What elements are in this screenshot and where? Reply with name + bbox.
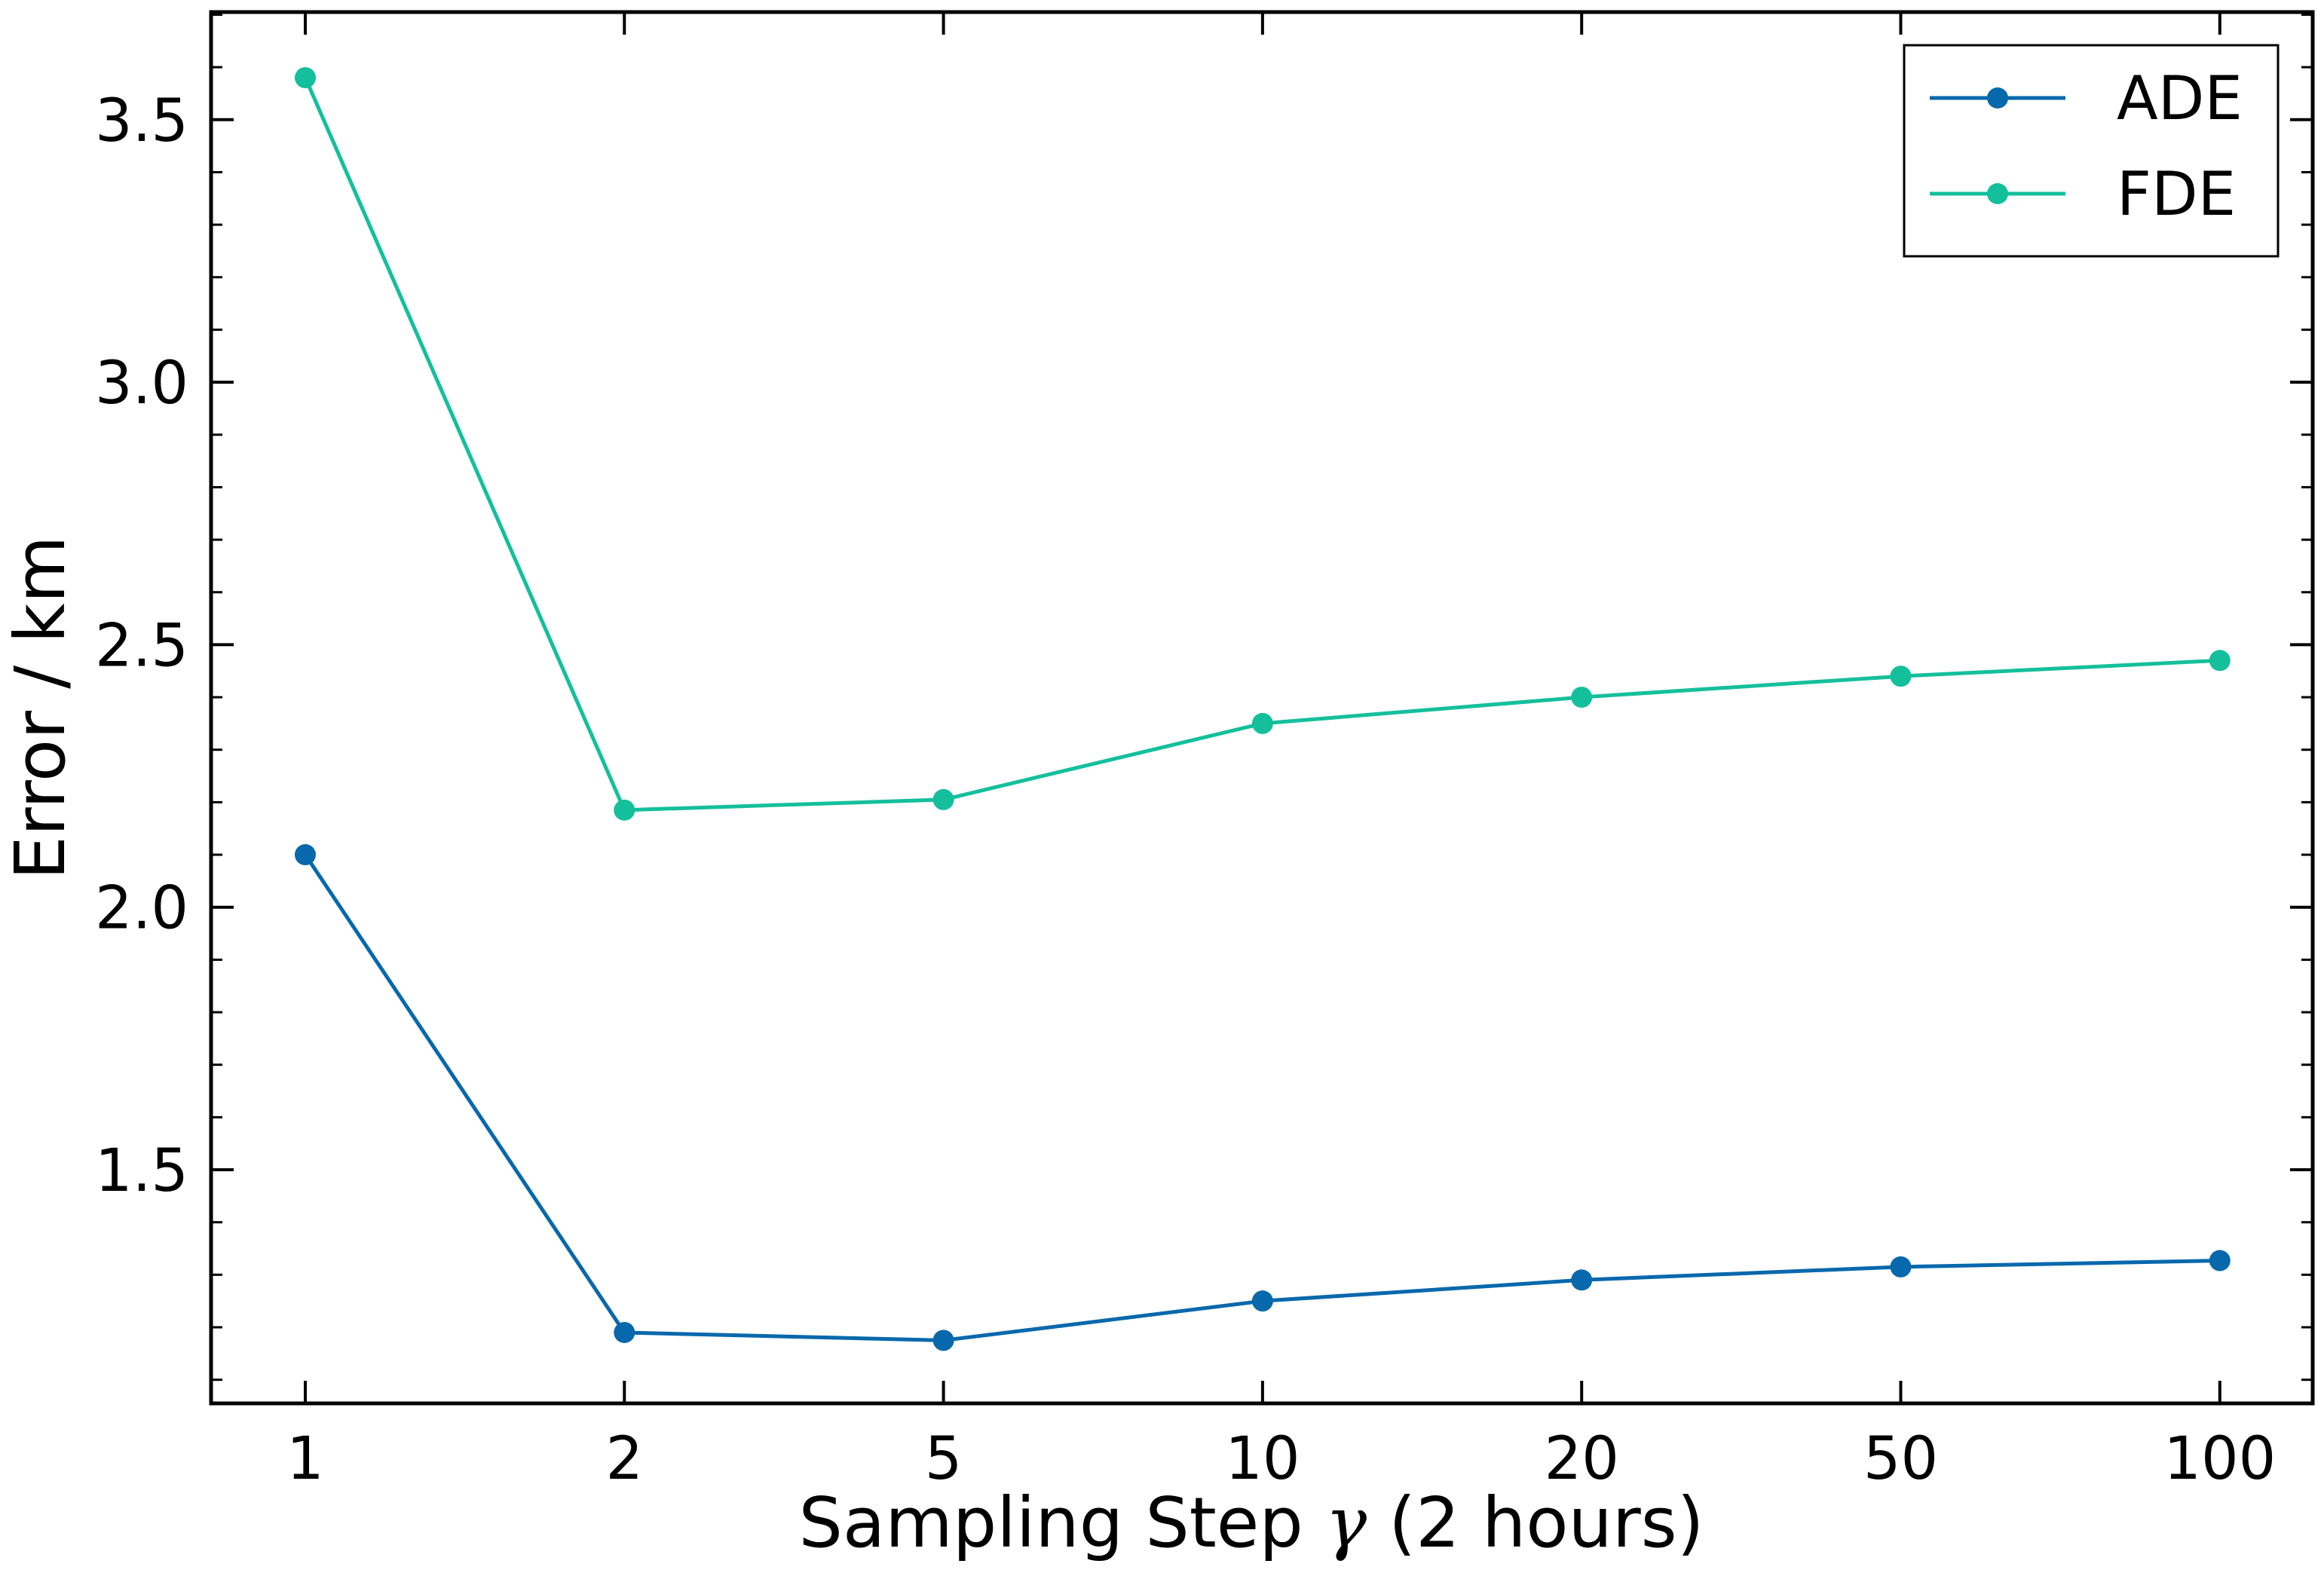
legend-marker-fde (1987, 183, 2008, 204)
y-axis-label: Error / km (0, 536, 81, 880)
legend-marker-ade (1987, 87, 2008, 109)
data-point-fde (295, 67, 316, 89)
data-point-ade (1251, 1290, 1273, 1312)
x-tick-label: 10 (1225, 1425, 1300, 1493)
legend-label-ade: ADE (2117, 63, 2243, 133)
x-axis-label: Sampling Step γ (2 hours) (798, 1483, 1704, 1563)
data-point-fde (1890, 666, 1912, 687)
plot-frame (209, 10, 2315, 1406)
data-point-fde (1251, 712, 1273, 734)
data-point-ade (1890, 1256, 1912, 1278)
data-point-ade (932, 1330, 954, 1351)
y-tick-label: 2.0 (95, 875, 188, 943)
legend-box (1903, 44, 2280, 258)
data-point-ade (295, 844, 316, 866)
data-point-fde (1571, 687, 1593, 708)
data-point-fde (932, 788, 954, 810)
x-tick-label: 2 (605, 1425, 643, 1493)
y-tick-label: 2.5 (95, 612, 188, 680)
series-layer (295, 67, 2231, 1351)
y-tick-label: 3.0 (95, 350, 188, 418)
x-tick-label: 20 (1545, 1425, 1619, 1493)
x-tick-labels: 1 2 5 10 20 50 100 (286, 1425, 2276, 1493)
legend-label-fde: FDE (2117, 159, 2236, 229)
legend: ADE FDE (1903, 44, 2280, 258)
data-point-ade (2209, 1250, 2231, 1271)
data-point-ade (1571, 1269, 1593, 1291)
x-axis-label-suffix: (2 hours) (1367, 1483, 1704, 1563)
data-point-fde (614, 799, 635, 821)
y-tick-label: 3.5 (95, 87, 188, 155)
y-tick-label: 1.5 (95, 1137, 188, 1205)
series-line-ade (303, 853, 2220, 1342)
y-tick-labels: 1.5 2.0 2.5 3.0 3.5 (95, 87, 188, 1205)
data-point-ade (614, 1321, 635, 1343)
gamma-symbol: γ (1325, 1483, 1367, 1563)
x-axis-label-text: Sampling Step (798, 1483, 1325, 1563)
x-tick-label: 5 (925, 1425, 963, 1493)
x-tick-label: 100 (2163, 1425, 2276, 1493)
data-point-fde (2209, 650, 2231, 672)
x-tick-label: 1 (286, 1425, 324, 1493)
x-tick-label: 50 (1863, 1425, 1938, 1493)
